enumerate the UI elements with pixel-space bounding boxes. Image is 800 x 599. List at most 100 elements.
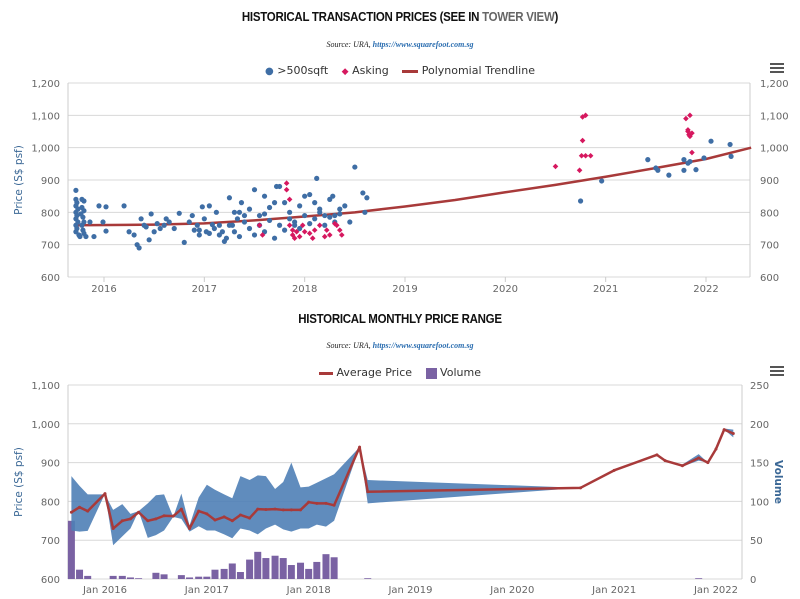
chart2-source: Source: URA, https://www.squarefoot.com.… <box>0 341 800 350</box>
legend-label: >500sqft <box>277 64 329 77</box>
y-tick-label-right: 0 <box>750 575 756 586</box>
legend-item-500sqft[interactable]: ● >500sqft <box>265 64 328 77</box>
x-tick-label: Jan 2019 <box>387 585 432 596</box>
average-price-marker <box>332 503 336 507</box>
average-price-marker <box>205 512 209 516</box>
average-price-marker <box>248 516 252 520</box>
point-asking <box>256 222 263 229</box>
point-asking <box>326 232 333 238</box>
volume-bar <box>279 558 287 579</box>
point-asking <box>293 228 300 235</box>
y-tick-label-right: 600 <box>760 273 779 284</box>
point-500sqft <box>154 221 160 227</box>
y-tick-label-right: 100 <box>750 497 769 508</box>
volume-bar <box>305 568 313 579</box>
source-link[interactable]: https://www.squarefoot.com.sg <box>372 40 474 49</box>
point-500sqft <box>171 225 177 232</box>
y-tick-label: 600 <box>41 273 60 284</box>
average-price-marker <box>78 505 82 509</box>
x-tick-label: 2020 <box>493 284 518 295</box>
y-tick-label: 1,000 <box>31 420 60 431</box>
point-500sqft <box>347 219 353 225</box>
average-price-marker <box>612 468 616 472</box>
chart1-menu-button[interactable] <box>770 63 784 75</box>
point-500sqft <box>87 219 93 225</box>
point-500sqft <box>342 203 348 209</box>
average-price-marker <box>299 508 303 512</box>
point-500sqft <box>337 206 343 212</box>
point-500sqft <box>271 200 278 206</box>
point-500sqft <box>307 191 313 198</box>
y-tick-label: 1,100 <box>31 381 60 392</box>
y-tick-label: 1,100 <box>31 111 60 122</box>
point-500sqft <box>181 239 187 246</box>
average-price-marker <box>273 507 277 511</box>
legend-item-volume[interactable]: Volume <box>425 366 481 379</box>
point-asking <box>286 222 293 229</box>
volume-bar <box>152 572 160 579</box>
point-500sqft <box>206 203 212 209</box>
point-500sqft <box>728 153 734 159</box>
point-asking <box>286 196 293 203</box>
hamburger-menu-icon <box>770 366 784 368</box>
point-asking <box>683 115 689 122</box>
average-price-marker <box>663 459 667 463</box>
point-500sqft <box>103 204 109 210</box>
point-500sqft <box>221 238 227 245</box>
point-asking <box>296 233 303 240</box>
point-500sqft <box>360 190 366 196</box>
point-500sqft <box>246 206 253 212</box>
average-price-marker <box>714 447 718 451</box>
volume-bar <box>313 561 321 579</box>
point-500sqft <box>241 219 248 225</box>
point-500sqft <box>251 232 258 238</box>
y-tick-label-right: 150 <box>750 459 769 470</box>
point-500sqft <box>337 211 343 217</box>
average-price-marker <box>307 500 311 504</box>
point-500sqft <box>226 195 233 201</box>
volume-bar <box>135 578 143 579</box>
chart1-title-text: HISTORICAL TRANSACTION PRICES (SEE IN <box>241 10 483 24</box>
point-500sqft <box>271 235 278 241</box>
source-link[interactable]: https://www.squarefoot.com.sg <box>372 341 474 350</box>
average-price-marker <box>281 508 285 512</box>
point-500sqft <box>332 212 338 219</box>
point-asking <box>331 220 338 227</box>
y-tick-label-right: 1,000 <box>760 144 789 155</box>
point-asking <box>687 133 693 140</box>
y-axis-title: Price (S$ psf) <box>13 145 25 215</box>
volume-bar <box>126 577 134 579</box>
legend-item-average-price[interactable]: Average Price <box>319 366 412 379</box>
volume-bar <box>228 563 236 579</box>
volume-bar <box>322 554 330 579</box>
source-label: Source: URA, <box>326 341 373 350</box>
point-500sqft <box>577 198 584 204</box>
point-500sqft <box>148 211 154 217</box>
y-tick-label: 1,200 <box>31 79 60 90</box>
y-tick-label-right: 50 <box>750 536 763 547</box>
point-500sqft <box>256 212 263 219</box>
point-500sqft <box>216 232 222 238</box>
chart2-menu-button[interactable] <box>770 366 784 378</box>
point-500sqft <box>77 233 83 240</box>
point-500sqft <box>364 195 370 201</box>
legend-item-trendline[interactable]: Polynomial Trendline <box>402 64 535 77</box>
average-price-marker <box>86 509 90 513</box>
x-tick-label: Jan 2017 <box>184 585 229 596</box>
legend-item-asking[interactable]: ◆ Asking <box>342 64 389 77</box>
average-price-marker <box>154 517 158 521</box>
point-500sqft <box>157 225 163 232</box>
tower-view-link[interactable]: TOWER VIEW <box>482 10 555 24</box>
point-500sqft <box>131 232 137 238</box>
chart2-title: HISTORICAL MONTHLY PRICE RANGE <box>298 312 502 326</box>
point-500sqft <box>79 222 85 228</box>
volume-bar <box>203 576 211 579</box>
y-tick-label-right: 1,200 <box>760 79 789 90</box>
x-tick-label: Jan 2022 <box>693 585 738 596</box>
average-price-marker <box>137 510 141 514</box>
volume-bar <box>271 555 279 579</box>
average-price-marker <box>222 515 226 519</box>
point-500sqft <box>83 233 89 240</box>
point-asking <box>259 232 266 238</box>
volume-bar <box>177 575 185 579</box>
